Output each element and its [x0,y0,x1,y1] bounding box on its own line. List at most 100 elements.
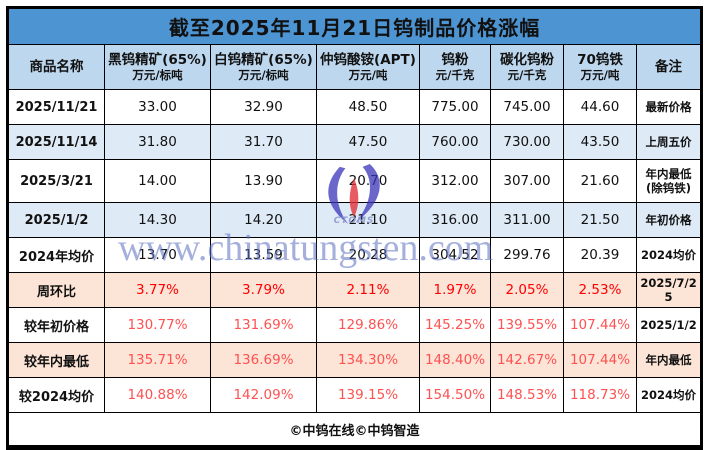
remark-cell: 2025/1/2 [635,307,702,343]
price-cell: 21.60 [563,159,637,203]
price-cell: 142.67% [490,342,564,378]
remark-cell: 年内最低(除钨铁) [635,159,702,203]
tungsten-price-table: 截至2025年11月21日钨制品价格涨幅 商品名称 黑钨精矿(65%) 万元/标吨白… [7,8,702,446]
price-cell: 118.73% [563,377,637,413]
row-label: 2025/1/2 [8,202,105,238]
table-title: 截至2025年11月21日钨制品价格涨幅 [7,8,702,45]
table-frame: 截至2025年11月21日钨制品价格涨幅 商品名称 黑钨精矿(65%) 万元/标吨白… [6,6,704,450]
price-cell: 47.50 [316,124,420,160]
column-unit: 元/千克 [435,67,475,82]
price-cell: 2.53% [563,272,637,308]
price-cell: 31.70 [210,124,317,160]
row-label: 较2024均价 [8,377,105,413]
price-cell: 311.00 [490,202,564,238]
column-label: 钨粉 [441,51,469,68]
table-row: 周环比 3.77% 3.79% 2.11% 1.97% 2.05% 2.53% 2025/7/… [8,272,702,308]
remark-cell: 年初价格 [635,202,702,238]
price-cell: 134.30% [316,342,420,378]
price-cell: 31.80 [104,124,211,160]
column-label: 仲钨酸铵(APT) [320,51,416,68]
price-cell: 2.11% [316,272,420,308]
table-row: 2025/11/21 33.00 32.90 48.50 775.00 745.00 44.… [8,89,702,125]
column-label: 黑钨精矿(65%) [108,51,207,68]
column-label: 碳化钨粉 [500,51,554,68]
price-cell: 142.09% [210,377,317,413]
title-row: 截至2025年11月21日钨制品价格涨幅 [7,8,702,45]
column-header: 黑钨精矿(65%) 万元/标吨 [104,44,211,90]
price-cell: 48.50 [316,89,420,125]
price-cell: 14.30 [104,202,211,238]
table-row: 较年初价格 130.77% 131.69% 129.86% 145.25% 139.55%… [8,307,702,343]
column-unit: 万元/标吨 [132,67,183,82]
price-cell: 145.25% [419,307,491,343]
price-cell: 135.71% [104,342,211,378]
column-label: 白钨精矿(65%) [214,51,313,68]
price-cell: 32.90 [210,89,317,125]
price-cell: 20.28 [316,237,420,273]
price-cell: 107.44% [563,342,637,378]
table-row: 2025/11/14 31.80 31.70 47.50 760.00 730.00 43.… [8,124,702,160]
price-cell: 130.77% [104,307,211,343]
table-body: 2025/11/21 33.00 32.90 48.50 775.00 745.00 44.… [8,89,702,413]
row-label: 2025/11/14 [8,124,105,160]
credit-text: ©中钨在线©中钨智造 [7,412,702,446]
price-cell: 299.76 [490,237,564,273]
column-unit: 万元/吨 [348,67,388,82]
footer-row: ©中钨在线©中钨智造 [7,412,702,446]
table-row: 2025/3/21 14.00 13.90 20.70 312.00 307.00 21.6… [8,159,702,203]
row-label: 2025/3/21 [8,159,105,203]
remark-cell: 年内最低 [635,342,702,378]
table-row: 较年内最低 135.71% 136.69% 134.30% 148.40% 142.67%… [8,342,702,378]
price-cell: 20.39 [563,237,637,273]
price-cell: 13.90 [210,159,317,203]
price-cell: 775.00 [419,89,491,125]
row-label: 较年内最低 [8,342,105,378]
column-header: 钨粉 元/千克 [419,44,491,90]
price-cell: 2.05% [490,272,564,308]
price-cell: 13.70 [104,237,211,273]
price-cell: 760.00 [419,124,491,160]
column-header: 白钨精矿(65%) 万元/标吨 [210,44,317,90]
price-cell: 21.10 [316,202,420,238]
price-cell: 20.70 [316,159,420,203]
column-unit: 元/千克 [507,67,547,82]
column-unit: 万元/吨 [580,67,620,82]
price-cell: 13.59 [210,237,317,273]
remark-cell: 2025/7/25 [635,272,702,308]
column-unit: 万元/标吨 [238,67,289,82]
price-cell: 148.40% [419,342,491,378]
row-label: 较年初价格 [8,307,105,343]
column-label: 商品名称 [29,58,84,75]
price-cell: 312.00 [419,159,491,203]
price-cell: 148.53% [490,377,564,413]
price-cell: 140.88% [104,377,211,413]
price-cell: 33.00 [104,89,211,125]
price-cell: 304.52 [419,237,491,273]
table-row: 2025/1/2 14.30 14.20 21.10 316.00 311.00 21.50… [8,202,702,238]
price-cell: 745.00 [490,89,564,125]
price-cell: 1.97% [419,272,491,308]
price-cell: 129.86% [316,307,420,343]
column-header: 商品名称 [8,44,105,90]
price-cell: 136.69% [210,342,317,378]
price-cell: 316.00 [419,202,491,238]
remark-cell: 上周五价 [635,124,702,160]
row-label: 2025/11/21 [8,89,105,125]
price-cell: 3.77% [104,272,211,308]
price-cell: 131.69% [210,307,317,343]
price-cell: 43.50 [563,124,637,160]
remark-cell: 2024均价 [635,237,702,273]
price-cell: 730.00 [490,124,564,160]
table-row: 2024年均价 13.70 13.59 20.28 304.52 299.76 20.39 2… [8,237,702,273]
price-cell: 21.50 [563,202,637,238]
column-label: 备注 [655,58,683,75]
price-cell: 139.15% [316,377,420,413]
row-label: 周环比 [8,272,105,308]
column-header: 备注 [635,44,702,90]
price-cell: 3.79% [210,272,317,308]
column-header: 碳化钨粉 元/千克 [490,44,564,90]
remark-cell: 最新价格 [635,89,702,125]
price-cell: 14.20 [210,202,317,238]
column-label: 70钨铁 [577,51,623,68]
